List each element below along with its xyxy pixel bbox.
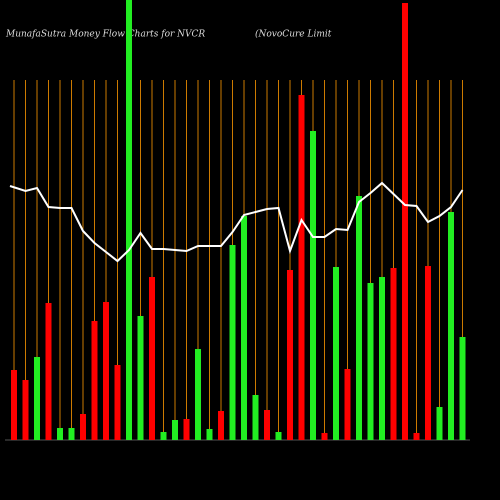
bar	[367, 283, 374, 440]
bar	[22, 380, 29, 440]
bar	[252, 395, 259, 440]
bar	[379, 277, 385, 440]
bar	[333, 267, 339, 440]
bar	[310, 131, 316, 440]
bar	[126, 0, 132, 440]
bar	[390, 268, 397, 440]
bar	[425, 266, 431, 440]
bar	[298, 95, 305, 440]
flow-line	[9, 181, 464, 263]
bar	[57, 428, 63, 440]
bar	[137, 316, 144, 440]
bar	[413, 433, 420, 440]
bar	[11, 370, 17, 440]
bar	[195, 349, 201, 440]
bar	[91, 321, 98, 440]
bar	[183, 419, 190, 440]
bar	[149, 277, 155, 440]
bar	[68, 428, 75, 440]
bar	[172, 420, 178, 440]
bar	[448, 212, 454, 440]
bar	[321, 433, 328, 440]
bar	[356, 196, 362, 440]
chart-title: MunafaSutra Money Flow Charts for NVCR	[5, 30, 205, 40]
bar	[241, 216, 247, 440]
bar	[459, 337, 466, 440]
bar	[45, 303, 52, 440]
bar	[206, 429, 213, 440]
bar	[34, 357, 40, 440]
bar	[160, 432, 167, 440]
chart-subtitle: (NovoCure Limit	[255, 29, 332, 40]
bar	[275, 432, 282, 440]
bar	[103, 302, 109, 440]
bar	[114, 365, 121, 440]
bar	[218, 411, 224, 440]
bar	[402, 3, 408, 440]
bar	[80, 414, 86, 440]
bar	[436, 407, 443, 440]
bar	[287, 270, 293, 440]
bar	[344, 369, 351, 440]
bar	[229, 245, 236, 440]
bar	[264, 410, 270, 440]
